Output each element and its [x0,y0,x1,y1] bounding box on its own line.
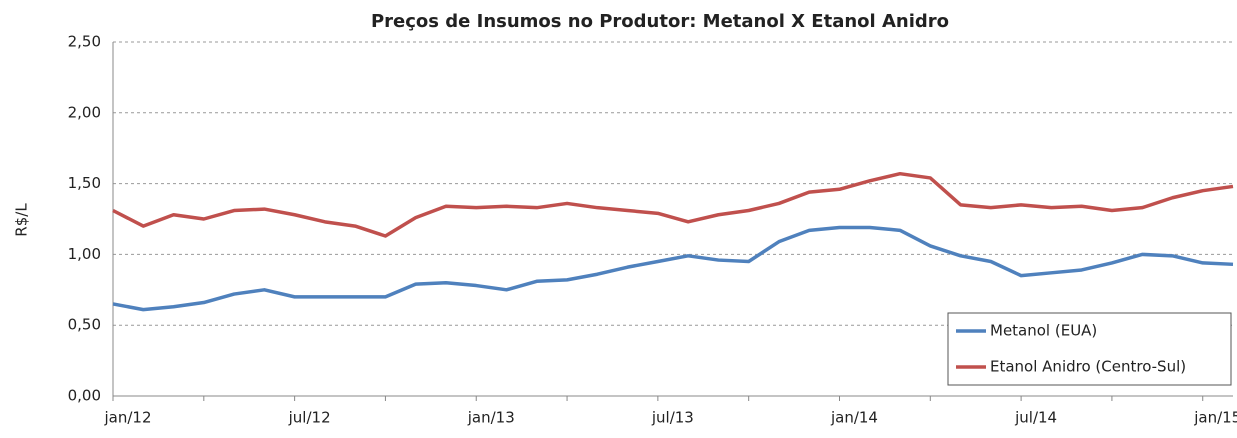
x-tick-label: jul/12 [288,409,331,427]
x-tick-label: jan/15 [1193,409,1237,427]
legend-box [947,312,1232,386]
series-line [112,225,1234,312]
chart-title: Preços de Insumos no Produtor: Metanol X… [371,11,949,32]
legend-label: Metanol (EUA) [990,322,1097,340]
y-tick-label: 0,50 [68,316,101,334]
y-tick-label: 1,00 [68,245,101,263]
x-tick-label: jan/12 [103,409,151,427]
y-axis-label: R$/L [13,203,31,237]
x-tick-label: jul/14 [1014,409,1057,427]
x-tick-label: jan/13 [467,409,515,427]
x-tick-label: jan/14 [830,409,878,427]
legend-label: Etanol Anidro (Centro-Sul) [990,358,1186,376]
series-line [112,171,1234,238]
x-tick-label: jul/13 [651,409,694,427]
y-tick-label: 0,00 [68,387,101,405]
y-tick-label: 2,00 [68,103,101,121]
y-tick-label: 2,50 [68,33,101,51]
y-tick-label: 1,50 [68,174,101,192]
